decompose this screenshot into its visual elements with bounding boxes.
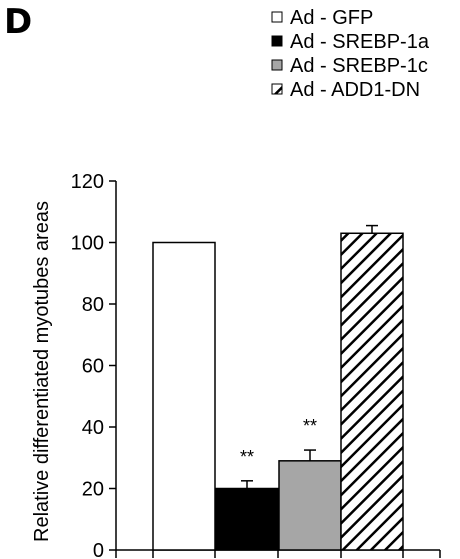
y-tick-label: 80 xyxy=(82,294,104,316)
legend-swatch xyxy=(271,11,283,23)
panel-label: D xyxy=(4,2,33,42)
y-tick-label: 100 xyxy=(71,233,104,255)
y-tick-label: 120 xyxy=(71,171,104,193)
legend-label: Ad - SREBP-1c xyxy=(290,55,428,77)
bar xyxy=(340,232,404,551)
legend-label: Ad - SREBP-1a xyxy=(290,31,430,53)
y-tick-label: 0 xyxy=(93,540,104,559)
y-tick-label: 60 xyxy=(82,356,104,378)
bars xyxy=(152,224,404,551)
axes: 0 20 40 60 80 100 120 Relative differentiated m… xyxy=(31,171,441,559)
bar xyxy=(278,460,342,551)
legend-swatch xyxy=(271,83,283,95)
legend-label: Ad - GFP xyxy=(290,7,373,29)
y-tick-label: 20 xyxy=(82,479,104,501)
bar xyxy=(215,487,279,551)
labels: ** ** xyxy=(240,416,317,467)
significance-label: ** xyxy=(240,447,254,467)
y-tick-label: 40 xyxy=(82,417,104,439)
legend-label: Ad - ADD1-DN xyxy=(290,79,420,101)
bar xyxy=(152,241,216,551)
legend-swatch xyxy=(271,35,283,47)
legend-swatch xyxy=(271,59,283,71)
significance-label: ** xyxy=(303,416,317,436)
y-axis-title: Relative differentiated myotubes areas xyxy=(31,201,53,542)
